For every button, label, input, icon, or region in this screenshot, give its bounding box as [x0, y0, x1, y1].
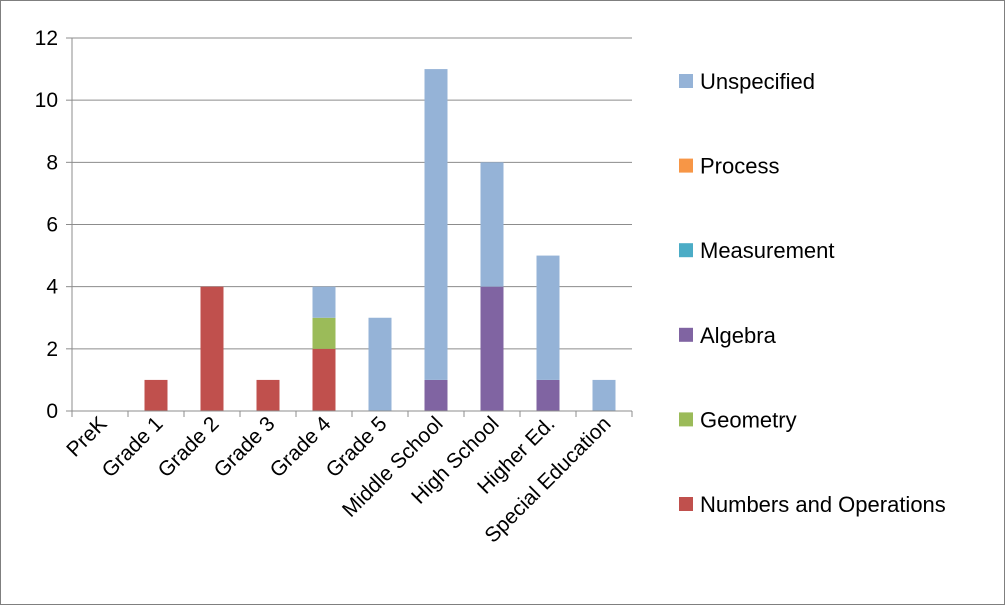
legend-swatch-numbers-and-operations	[679, 497, 693, 511]
x-tick-label: PreK	[62, 412, 111, 461]
legend-label-unspecified: Unspecified	[700, 69, 815, 94]
legend-label-geometry: Geometry	[700, 407, 797, 432]
y-tick-labels: 0 2 4 6 8 10 12	[35, 27, 59, 423]
bar-higher-ed-unspecified	[536, 255, 560, 380]
y-tick-label: 0	[46, 400, 58, 423]
x-tick-label: Grade 3	[210, 412, 280, 482]
x-tick-label: Grade 1	[98, 412, 168, 482]
bar-high-school-unspecified	[480, 162, 504, 287]
y-tick-label: 2	[46, 338, 58, 361]
bar-grade-4-geometry	[312, 317, 336, 349]
y-tick-label: 6	[46, 214, 58, 237]
legend-swatch-algebra	[679, 327, 693, 342]
y-tick-label: 4	[46, 276, 58, 299]
bar-special-education-unspecified	[592, 379, 616, 411]
legend-swatch-geometry	[679, 412, 693, 427]
bar-middle-school-unspecified	[424, 69, 448, 380]
legend: Unspecified Process Measurement Algebra Geom…	[679, 69, 946, 517]
legend-label-measurement: Measurement	[700, 238, 835, 263]
y-tick-label: 8	[46, 151, 58, 174]
bar-higher-ed-algebra	[536, 379, 560, 411]
legend-swatch-unspecified	[679, 74, 693, 88]
bar-high-school-algebra	[480, 286, 504, 411]
x-tick-label: Grade 4	[266, 412, 336, 482]
bar-middle-school-algebra	[424, 379, 448, 411]
bar-grade-1-numbers-and-operations	[144, 379, 168, 411]
x-tick-label: Grade 2	[154, 412, 224, 482]
y-tick-label: 12	[35, 27, 58, 50]
legend-label-process: Process	[700, 154, 779, 179]
axes	[66, 37, 633, 417]
legend-label-algebra: Algebra	[700, 323, 777, 348]
bar-grade-2-numbers-and-operations	[200, 286, 224, 411]
legend-label-numbers-and-operations: Numbers and Operations	[700, 492, 946, 517]
legend-swatch-process	[679, 158, 693, 173]
x-tick-label: Middle School	[338, 412, 448, 522]
bar-grade-5-unspecified	[368, 317, 392, 411]
bar-grade-4-numbers-and-operations	[312, 348, 336, 411]
bar-grade-3-numbers-and-operations	[256, 379, 280, 411]
bars	[144, 69, 616, 411]
legend-swatch-measurement	[679, 243, 693, 258]
y-tick-label: 10	[35, 89, 58, 112]
bar-grade-4-unspecified	[312, 286, 336, 318]
